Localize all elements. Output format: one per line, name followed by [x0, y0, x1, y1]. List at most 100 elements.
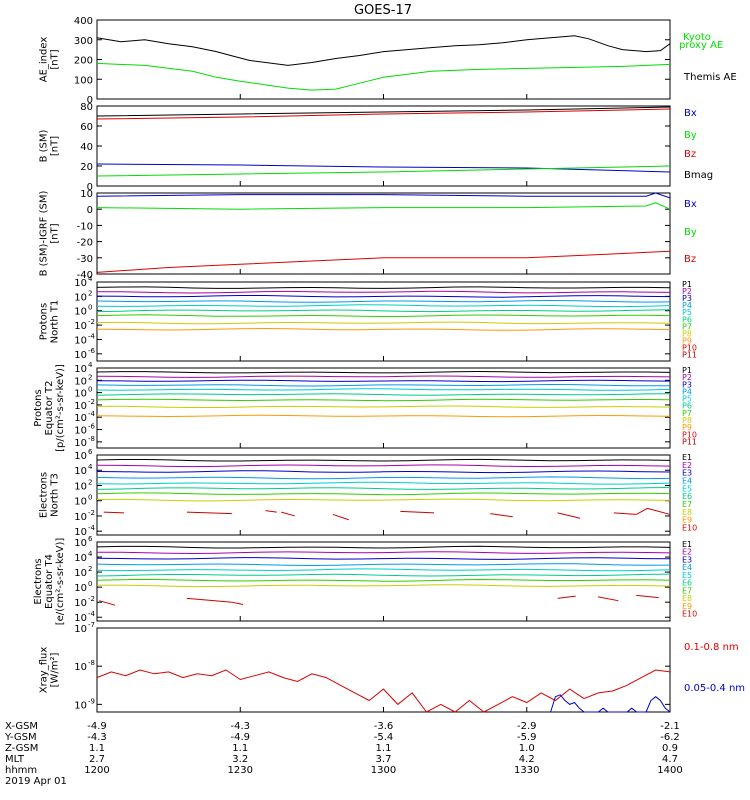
- series-line: [96, 498, 671, 502]
- y-tick-label: 10: [74, 613, 87, 624]
- legend-entry: P5: [682, 308, 692, 317]
- series-line: [96, 458, 671, 462]
- legend-entry: P5: [682, 395, 692, 404]
- x-row-label: X-GSM: [5, 721, 38, 732]
- y-tick-label: 0: [87, 95, 93, 106]
- y-label-line: Equator T4: [44, 554, 55, 609]
- legend-entry: E3: [682, 555, 692, 564]
- y-label-line: Protons: [39, 303, 50, 340]
- legend-entry: E2: [682, 548, 692, 557]
- series-line: [96, 327, 671, 331]
- legend-entry: P3: [682, 380, 692, 389]
- legend-entry: Bz: [684, 149, 696, 160]
- series-segment: [332, 513, 349, 521]
- series-line: [96, 108, 671, 120]
- series-line: [96, 163, 671, 173]
- legend-entry: E10: [682, 610, 697, 619]
- x-tick-label: 3.7: [376, 754, 392, 765]
- y-tick-exponent: 4: [88, 361, 93, 369]
- y-tick-exponent: 0: [88, 304, 92, 312]
- x-tick-label: 1300: [371, 765, 396, 776]
- legend-entry: P2: [682, 287, 692, 296]
- x-tick-label: 1.1: [232, 743, 248, 754]
- series-segment: [231, 601, 244, 605]
- legend-entry: E8: [682, 508, 692, 517]
- series-segment: [103, 511, 124, 514]
- y-tick-exponent: 0: [88, 580, 92, 588]
- legend-entry: P8: [682, 329, 692, 338]
- y-tick-label: -30: [77, 254, 93, 265]
- x-tick-label: -3.6: [374, 721, 394, 732]
- y-tick-exponent: -6: [88, 423, 96, 431]
- y-tick-label: 100: [74, 75, 93, 86]
- y-tick-exponent: -2: [88, 318, 95, 326]
- series-line: [96, 464, 671, 468]
- y-axis-label: Xray_flux [W/m²]: [39, 647, 61, 694]
- series-line: [96, 321, 671, 325]
- y-tick-label: 0: [87, 182, 93, 193]
- y-axis-label: B (SM)-IGRF (SM) [nT]: [39, 191, 61, 277]
- y-tick-label: 10: [74, 389, 87, 400]
- panel-frame: [96, 627, 671, 713]
- series-line: [97, 551, 671, 555]
- y-axis-label: Electrons North T3: [39, 472, 61, 518]
- y-tick-exponent: 2: [88, 478, 92, 486]
- y-tick-label: 10: [74, 335, 87, 346]
- legend-entry: P1: [682, 280, 692, 289]
- legend-entry: Kyoto: [683, 32, 711, 43]
- y-tick-label: 60: [80, 122, 93, 133]
- series-segment: [490, 513, 513, 518]
- series-segment: [613, 512, 637, 515]
- y-tick-exponent: -7: [88, 621, 95, 629]
- series-line: [96, 375, 671, 378]
- y-tick-exponent: 6: [88, 448, 93, 456]
- series-line: [96, 487, 671, 490]
- y-label-line: Electrons: [39, 472, 50, 518]
- legend-entry: E1: [682, 540, 692, 549]
- x-tick-label: -4.9: [230, 732, 250, 743]
- y-tick-exponent: 2: [88, 373, 92, 381]
- y-tick-exponent: 0: [88, 494, 92, 502]
- y-tick-label: 10: [74, 364, 87, 375]
- x-tick-label: -2.1: [660, 721, 680, 732]
- series-line: [96, 286, 671, 289]
- series-segment: [204, 599, 232, 603]
- x-tick-label: 1330: [514, 765, 539, 776]
- series-line: [96, 470, 671, 474]
- x-tick-label: 1.1: [89, 743, 105, 754]
- y-axis-label: Protons North T1: [39, 300, 61, 344]
- x-row-label: Y-GSM: [4, 732, 37, 743]
- y-tick-exponent: -4: [88, 610, 96, 618]
- y-tick-exponent: 4: [88, 463, 93, 471]
- series-line: [96, 492, 671, 496]
- x-tick-label: 1.0: [519, 743, 535, 754]
- y-tick-exponent: 2: [88, 289, 92, 297]
- y-tick-exponent: -2: [88, 509, 95, 517]
- series-segment: [647, 507, 671, 515]
- y-tick-exponent: 6: [88, 535, 93, 543]
- y-tick-label: 10: [74, 553, 87, 564]
- series-segment: [400, 510, 435, 514]
- panel-frame: [96, 19, 671, 100]
- series-segment: [598, 596, 619, 602]
- y-tick-label: -40: [77, 270, 93, 281]
- y-label-line: B (SM)-IGRF (SM): [39, 191, 50, 277]
- legend-entry: By: [684, 227, 697, 238]
- y-tick-label: 10: [74, 451, 87, 462]
- series-line: [96, 405, 671, 408]
- y-label-line: [p/(cm²-s-sr-keV)]: [55, 364, 66, 452]
- x-tick-label: -5.4: [374, 732, 394, 743]
- x-tick-label: 1230: [228, 765, 253, 776]
- series-line: [96, 481, 671, 485]
- x-tick-label: 4.7: [662, 754, 678, 765]
- legend-entry: P2: [682, 373, 692, 382]
- legend-entry: P7: [682, 322, 692, 331]
- series-line: [96, 379, 671, 383]
- x-tick-label: 4.2: [519, 754, 535, 765]
- y-tick-label: 10: [74, 278, 87, 289]
- y-tick-label: 10: [74, 307, 87, 318]
